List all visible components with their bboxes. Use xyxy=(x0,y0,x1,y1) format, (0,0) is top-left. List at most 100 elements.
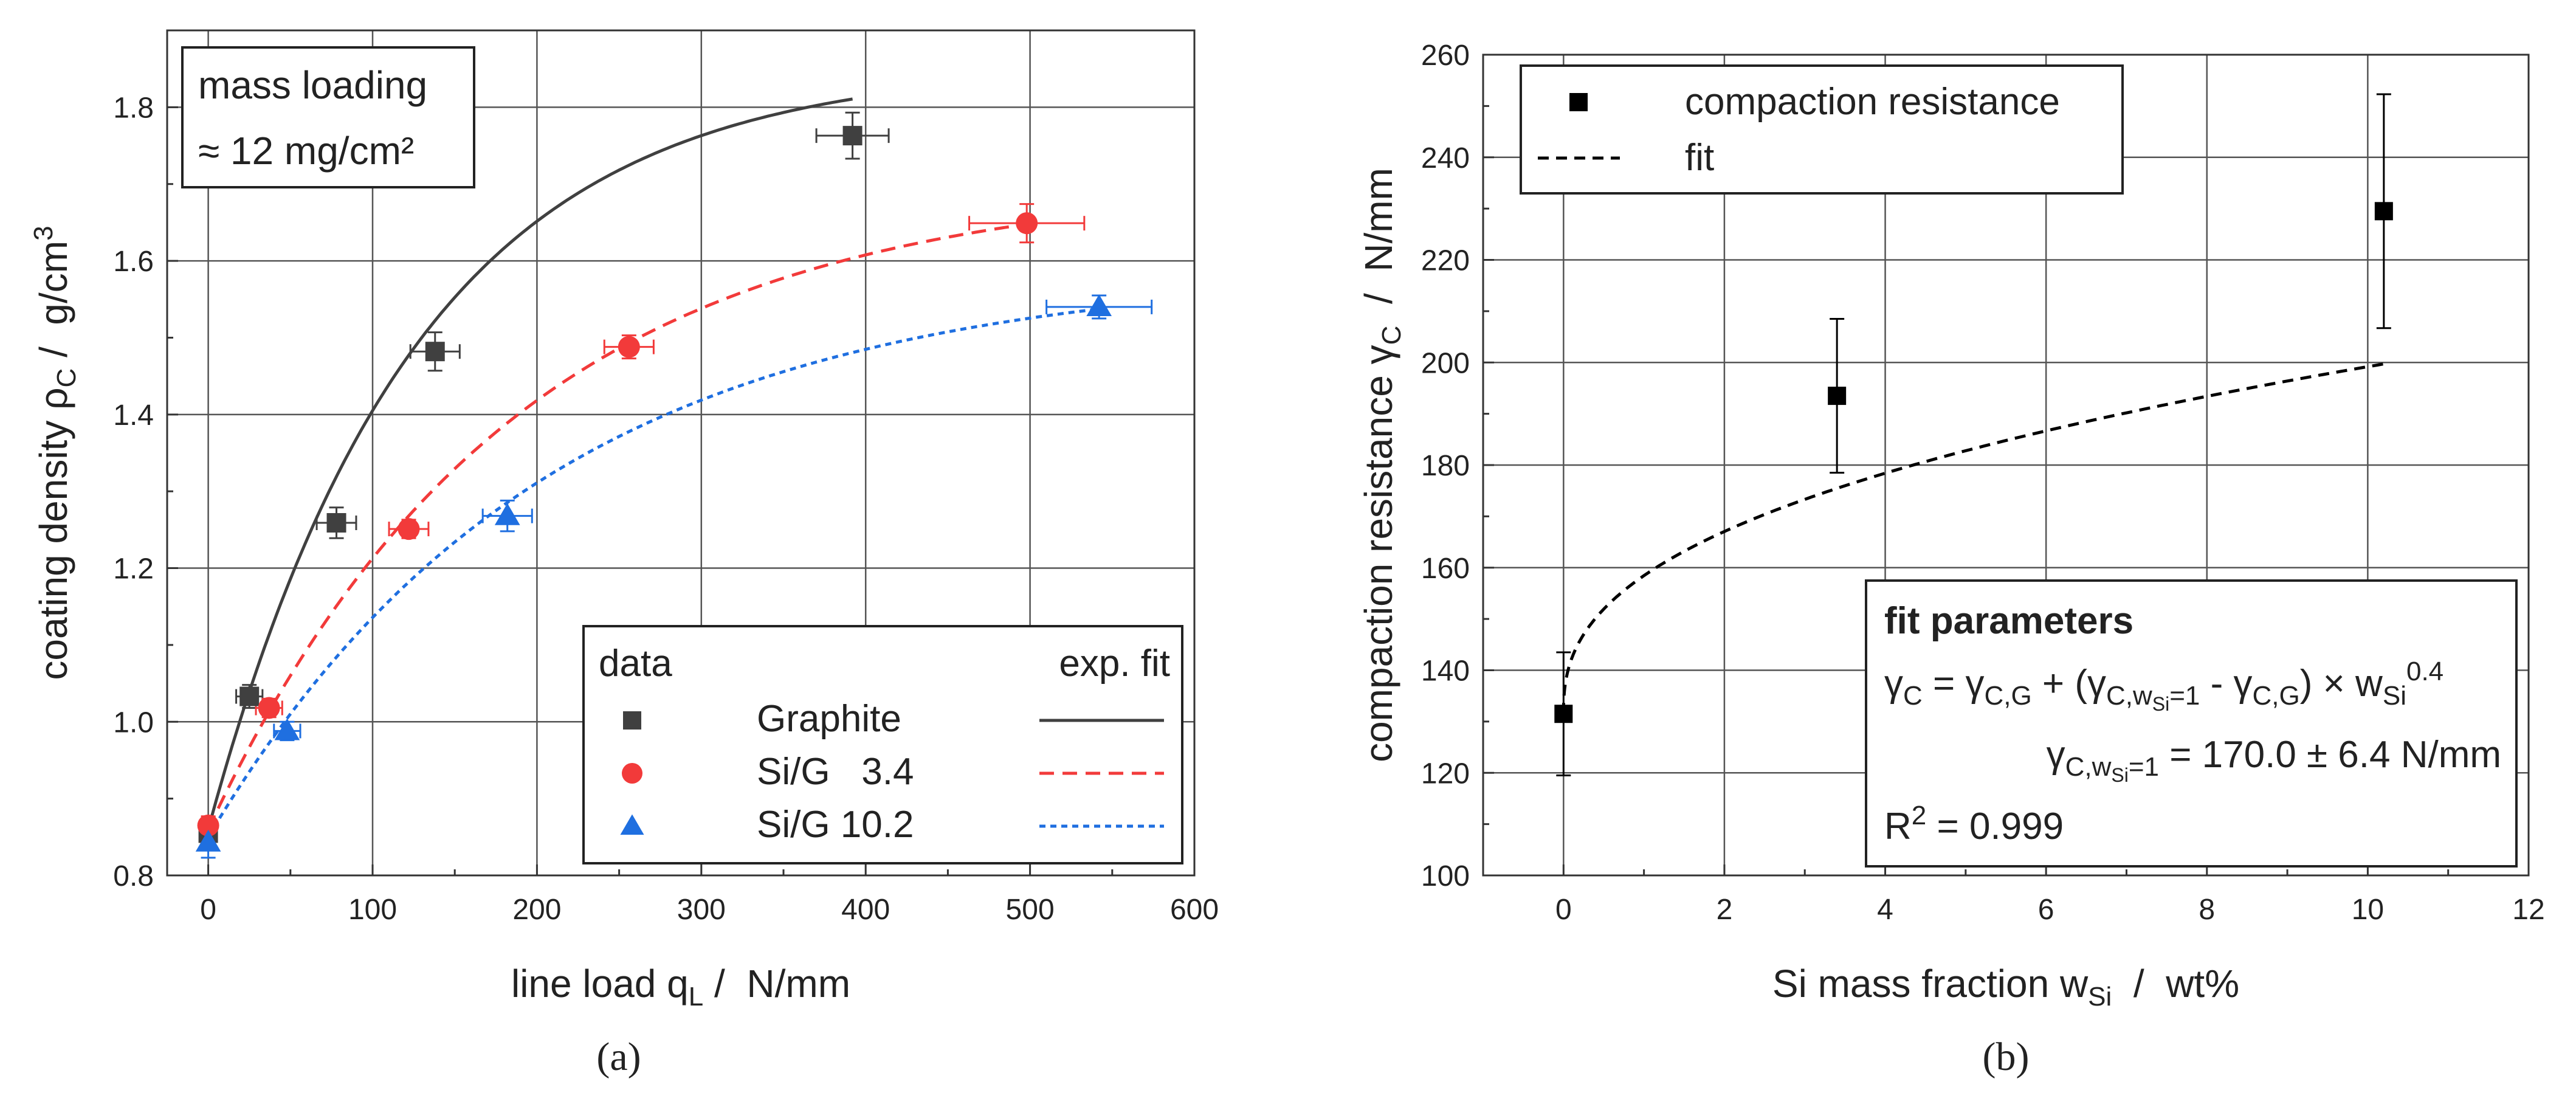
legend-label-sig102: Si/G 10.2 xyxy=(757,804,914,846)
panel-b-y-tick-label: 120 xyxy=(1421,757,1470,790)
panel-a-x-axis-label: line load qL / N/mm xyxy=(511,962,850,1012)
fit-r2: R2 = 0.999 xyxy=(1884,801,2064,847)
panel-a-y-label-sup: 3 xyxy=(29,226,58,240)
mass-loading-box xyxy=(181,46,475,188)
panel-a-y-tick-label: 1.2 xyxy=(113,553,154,585)
panel-a-y-axis-label: coating density ρC / g/cm3 xyxy=(29,226,81,680)
panel-a-legend: data exp. fit Graphite Si/G 3.4 Si/G 10.… xyxy=(582,625,1183,864)
fit-equation-times: ) × w xyxy=(2300,663,2383,705)
fit-r2-r: R xyxy=(1884,806,1912,847)
data-point-sig102 xyxy=(494,503,520,525)
fit-param-result: = 170.0 ± 6.4 N/mm xyxy=(2159,734,2501,776)
panel-a-x-tick-label: 400 xyxy=(841,894,890,926)
panel-b-y-tick-label: 220 xyxy=(1421,245,1470,277)
data-point-sig34 xyxy=(258,697,280,719)
panel-b-x-axis-label: Si mass fraction wSi / wt% xyxy=(1772,962,2239,1012)
panel-b-y-tick-label: 200 xyxy=(1421,347,1470,379)
panel-a-x-tick-label: 0 xyxy=(200,894,216,926)
fit-equation-minus: - γ xyxy=(2200,663,2252,705)
data-point-graphite xyxy=(326,512,346,533)
panel-b-x-label-sub: Si xyxy=(2088,982,2112,1012)
fit-param-gamma: γ xyxy=(2047,734,2065,776)
legend-label-fit: fit xyxy=(1685,137,1714,179)
panel-b-data-points xyxy=(1554,202,2393,723)
panel-a-x-tick-label: 300 xyxy=(677,894,726,926)
fit-parameters-title: fit parameters xyxy=(1884,600,2133,642)
data-point-compaction xyxy=(2374,202,2393,221)
panel-b-y-tick-label: 180 xyxy=(1421,450,1470,482)
panel-b-x-tick-label: 12 xyxy=(2512,894,2544,926)
fit-equation-sub-cw: C,w xyxy=(2106,681,2152,711)
panel-a-x-label-sub: L xyxy=(689,982,703,1012)
data-point-graphite xyxy=(239,686,260,706)
data-point-compaction xyxy=(1554,705,1573,723)
legend-label-sig34: Si/G 3.4 xyxy=(757,751,914,793)
data-point-sig102 xyxy=(195,829,221,852)
fit-param-value: γC,wSi=1 = 170.0 ± 6.4 N/mm xyxy=(2047,734,2501,786)
panel-b-legend: compaction resistance fit xyxy=(1520,64,2124,195)
data-point-sig34 xyxy=(1016,212,1038,235)
panel-a-y-label-main: coating density ρ xyxy=(32,387,75,680)
panel-a-y-tick-label: 1.8 xyxy=(113,92,154,124)
legend-header-data: data xyxy=(599,643,672,685)
fit-equation: γC = γC,G + (γC,wSi=1 - γC,G) × wSi0.4 xyxy=(1884,657,2443,715)
fit-r2-value: 0.999 xyxy=(1969,806,2064,847)
data-point-graphite xyxy=(842,126,863,146)
panel-b-y-label-main: compaction resistance γ xyxy=(1357,345,1400,762)
fit-r2-eq: = xyxy=(1926,806,1969,847)
panel-a-y-label-sub: C xyxy=(52,368,81,388)
legend-marker-sig34 xyxy=(622,763,642,784)
panel-b-legend-box xyxy=(1520,64,2124,195)
panel-b-y-label-unit: / N/mm xyxy=(1357,168,1400,326)
legend-label-compaction: compaction resistance xyxy=(1685,81,2060,123)
panel-b-chart: 0 2 4 6 8 10 12 100 120 140 160 180 200 220 240 260 com… xyxy=(1357,40,2545,1079)
panel-b-y-axis-label: compaction resistance γC / N/mm xyxy=(1357,168,1407,762)
fit-equation-sub-si2: Si xyxy=(2383,681,2406,711)
panel-b-x-tick-label: 8 xyxy=(2199,894,2215,926)
panel-a-x-tick-label: 200 xyxy=(512,894,561,926)
fit-equation-sub-c: C xyxy=(1903,681,1923,711)
mass-loading-line2: ≈ 12 mg/cm² xyxy=(198,129,414,173)
fit-curve-sig102 xyxy=(207,307,1100,838)
data-point-sig34 xyxy=(618,336,640,358)
panel-a-x-tick-label: 500 xyxy=(1006,894,1055,926)
panel-a-data-points xyxy=(195,126,1112,852)
panel-b-x-label-main: Si mass fraction w xyxy=(1772,962,2089,1006)
legend-label-graphite: Graphite xyxy=(757,698,901,740)
panel-a-y-tick-label: 0.8 xyxy=(113,860,154,892)
fit-equation-plus: + (γ xyxy=(2032,663,2106,705)
panel-a-y-tick-label: 1.4 xyxy=(113,399,154,432)
fit-equation-exp: 0.4 xyxy=(2406,657,2443,686)
panel-b-x-tick-label: 10 xyxy=(2352,894,2384,926)
fit-param-sub-cw: C,w xyxy=(2065,752,2112,782)
data-point-graphite xyxy=(425,342,445,362)
fit-equation-sub-cg2: C,G xyxy=(2253,681,2300,711)
panel-a-frame xyxy=(166,29,1196,877)
panel-b-y-tick-label: 240 xyxy=(1421,142,1470,174)
panel-b-x-tick-label: 0 xyxy=(1555,894,1572,926)
panel-b-y-tick-label: 140 xyxy=(1421,655,1470,688)
panel-b-x-tick-label: 6 xyxy=(2038,894,2054,926)
fit-parameters-frame xyxy=(1865,579,2518,868)
data-point-sig102 xyxy=(274,718,300,740)
data-point-sig34 xyxy=(197,814,219,837)
panel-b-x-tick-label: 4 xyxy=(1877,894,1893,926)
legend-marker-graphite xyxy=(623,711,641,730)
panel-a-fit-curves xyxy=(207,97,1100,838)
data-point-sig102 xyxy=(1086,294,1112,317)
panel-a-x-tick-label: 100 xyxy=(348,894,397,926)
panel-a-y-tick-label: 1.6 xyxy=(113,246,154,278)
panel-a-x-label-main: line load q xyxy=(511,962,689,1006)
legend-header-fit: exp. fit xyxy=(1059,643,1170,685)
panel-a-x-label-unit: / N/mm xyxy=(703,962,850,1006)
fit-param-sub-si: Si xyxy=(2111,764,2128,786)
panel-b-x-tick-label: 2 xyxy=(1717,894,1733,926)
fit-parameters-box: fit parameters γC = γC,G + (γC,wSi=1 - γ… xyxy=(1865,579,2518,868)
panel-b-y-tick-label: 160 xyxy=(1421,553,1470,585)
panel-a-y-tick-label: 1.0 xyxy=(113,706,154,739)
panel-a-legend-box xyxy=(582,625,1183,864)
panel-b-y-tick-label: 100 xyxy=(1421,860,1470,892)
panel-a-y-label-unit: / g/cm xyxy=(32,241,75,368)
fit-curve-sig34 xyxy=(207,223,1027,830)
fit-equation-sub-si: Si xyxy=(2152,693,2169,715)
